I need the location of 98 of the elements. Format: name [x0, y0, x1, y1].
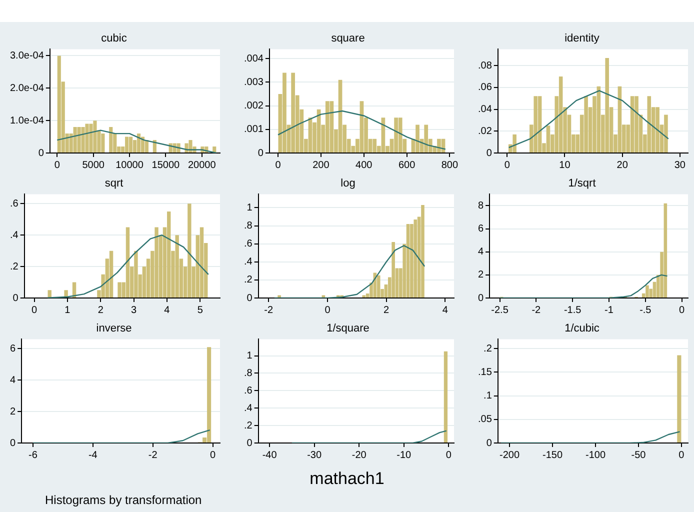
y-tick-label: .8 [244, 220, 253, 232]
x-tick-label: 4 [164, 304, 170, 316]
y-tick-label: .2 [244, 420, 253, 432]
y-tick-label: .08 [478, 60, 492, 72]
y-tick-label: 0 [258, 148, 264, 159]
x-tick-label: -2 [264, 304, 274, 316]
y-tick-label: 1 [246, 202, 253, 214]
y-tick-label: .6 [244, 385, 253, 396]
y-tick-label: .4 [244, 256, 253, 268]
x-tick-label: 5 [197, 304, 204, 316]
y-tick-label: .2 [244, 274, 253, 286]
text: mathach1 [308, 468, 386, 489]
x-tick-label: -1.5 [564, 304, 582, 316]
x-tick-label: 0 [504, 160, 510, 171]
y-tick-label: .2 [10, 261, 19, 272]
chart-title: cubic [101, 32, 128, 45]
x-tick-label: 600 [398, 160, 416, 171]
y-tick-label: 0 [12, 292, 19, 304]
x-tick-label: 200 [312, 160, 330, 171]
y-tick-label: 1.0e-04 [10, 115, 44, 126]
y-tick-label: .4 [244, 402, 253, 414]
y-tick-label: .001 [244, 124, 264, 136]
x-tick-label: -2 [148, 450, 158, 461]
y-tick-label: .002 [244, 100, 264, 112]
y-tick-label: 2.0e-04 [10, 82, 44, 94]
x-tick-label: -2.5 [491, 304, 509, 316]
y-tick-label: .15 [478, 366, 492, 378]
chart-title: identity [564, 32, 600, 45]
y-tick-label: 0 [246, 438, 253, 449]
x-tick-label: 400 [356, 160, 373, 171]
y-tick-label: .06 [478, 82, 492, 94]
x-tick-label: 10000 [116, 160, 144, 171]
x-tick-label: 2 [384, 304, 390, 316]
y-tick-label: 0 [38, 148, 44, 159]
y-tick-label: 0 [478, 292, 484, 304]
y-tick-label: .004 [244, 53, 264, 64]
y-tick-label: .1 [484, 390, 492, 402]
y-tick-label: 6 [478, 224, 484, 235]
x-tick-label: -50 [631, 450, 646, 461]
y-tick-label: 2 [478, 270, 484, 281]
x-tick-label: -10 [396, 450, 412, 461]
x-tick-label: 0 [324, 304, 331, 316]
text: Histograms by transformation [45, 493, 202, 507]
x-tick-label: -150 [542, 450, 563, 461]
chart-title: 1/sqrt [568, 178, 596, 190]
chart-title: 1/cubic [564, 322, 600, 335]
x-tick-label: 0 [210, 450, 216, 461]
x-tick-label: -2 [532, 304, 542, 316]
y-tick-label: 3.0e-04 [10, 50, 44, 62]
x-tick-label: 0 [54, 160, 60, 171]
y-tick-label: 2 [10, 406, 16, 418]
x-tick-label: 20000 [188, 160, 216, 171]
x-tick-label: 1 [64, 304, 71, 316]
x-tick-label: 4 [442, 304, 448, 316]
x-tick-label: -20 [352, 450, 367, 461]
y-tick-label: 0 [486, 148, 492, 159]
x-tick-label: 0 [679, 304, 686, 316]
x-tick-label: -.5 [640, 304, 652, 316]
y-tick-label: .05 [478, 414, 492, 426]
chart-title: sqrt [104, 178, 124, 190]
x-tick-label: -1 [604, 304, 614, 316]
y-tick-label: .6 [10, 198, 19, 210]
x-tick-label: 3 [130, 304, 137, 316]
x-tick-label: 5000 [82, 160, 105, 171]
y-tick-label: .04 [478, 104, 492, 116]
chart-title: log [340, 178, 356, 190]
x-tick-label: -40 [262, 450, 278, 461]
x-tick-label: 0 [446, 450, 452, 461]
x-tick-label: 800 [441, 160, 458, 171]
x-tick-label: -200 [500, 450, 520, 461]
y-tick-label: 0 [10, 438, 16, 449]
chart-title: inverse [96, 322, 132, 335]
x-tick-label: 15000 [152, 160, 180, 171]
y-tick-label: 4 [478, 246, 484, 258]
x-tick-label: 20 [616, 160, 628, 171]
y-tick-label: 0 [486, 438, 492, 449]
x-tick-label: 0 [275, 160, 282, 171]
x-tick-label: -6 [28, 450, 38, 461]
y-tick-label: 6 [10, 343, 16, 354]
y-tick-label: 8 [478, 200, 484, 212]
y-tick-label: .4 [10, 230, 19, 241]
y-tick-label: 4 [10, 374, 16, 386]
y-tick-label: .003 [244, 76, 264, 88]
y-tick-label: .02 [478, 126, 492, 137]
x-tick-label: 10 [559, 160, 571, 171]
y-tick-label: 0 [246, 292, 253, 304]
y-tick-label: 1 [246, 350, 253, 362]
x-tick-label: 30 [674, 160, 686, 171]
y-tick-label: .6 [244, 238, 253, 250]
x-tick-label: -30 [307, 450, 322, 461]
chart-title: 1/square [326, 322, 370, 335]
x-tick-label: 2 [98, 304, 104, 316]
x-tick-label: -100 [585, 450, 606, 461]
chart-title: square [331, 32, 365, 45]
y-tick-label: .2 [484, 343, 492, 354]
x-tick-label: -4 [88, 450, 98, 461]
x-tick-label: 0 [678, 450, 685, 461]
y-tick-label: .8 [244, 368, 253, 379]
